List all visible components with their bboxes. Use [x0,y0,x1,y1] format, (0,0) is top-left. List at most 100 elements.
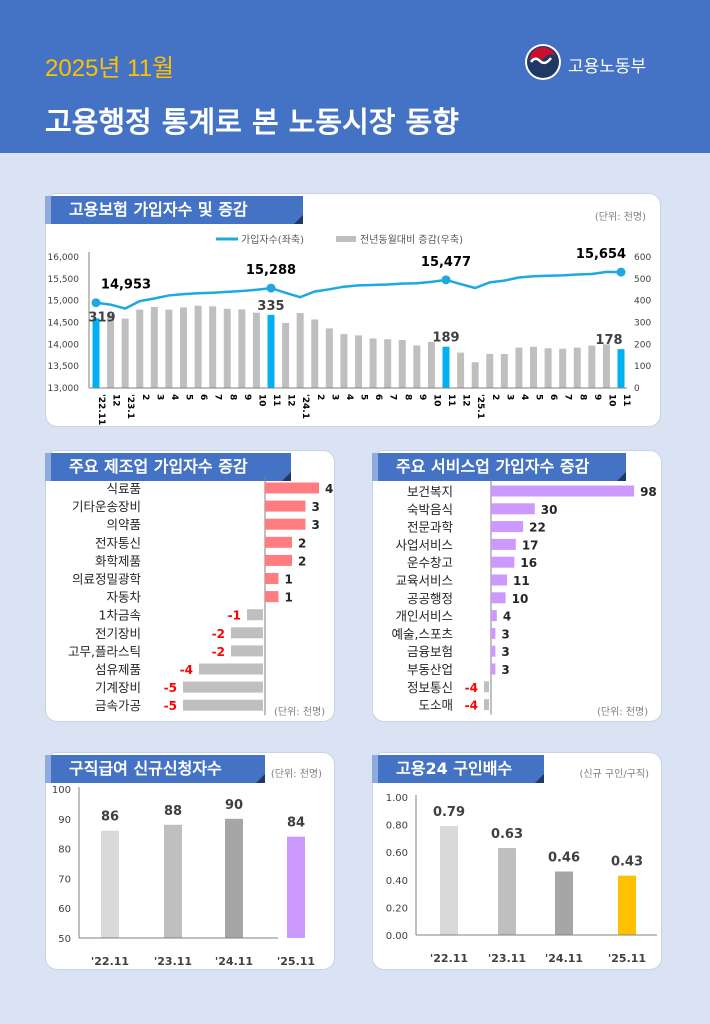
bar-6 [180,307,187,388]
bar-6 [491,592,506,604]
category-label: 자동차 [106,590,141,605]
x-axis-tick: '22.11 [430,952,468,965]
bar-4 [150,306,158,388]
data-label: 90 [225,798,243,813]
page-title: 고용행정 통계로 본 노동시장 동향 [45,105,459,139]
bar-21 [398,339,406,388]
bar-3 [265,536,292,548]
bar-25 [457,352,465,388]
left-axis-tick: 13,000 [48,384,80,394]
bar-36 [617,349,625,388]
bar-1 [107,313,115,388]
right-axis-tick: 100 [634,362,651,372]
category-label: 교육서비스 [395,573,453,588]
category-label: 보건복지 [407,484,453,499]
x-axis-tick: '25.11 [608,952,646,965]
bar-0 [491,485,635,497]
bar-5 [265,573,279,584]
bar-33 [573,347,581,388]
bar-9 [223,308,231,388]
category-label: 개인서비스 [395,609,453,624]
x-axis-tick: 9 [417,394,427,400]
y-axis-tick: 0.40 [386,876,408,887]
ministry-emblem-icon [525,44,561,80]
insured-card: 고용보험 가입자수 및 증감 (단위: 천명) 가입자수(좌축) 전년동월대비 증… [45,193,661,427]
bar-3 [136,309,144,388]
bar-11 [183,681,263,693]
bar-11 [252,312,260,388]
data-label: -1 [228,609,241,623]
bar-2 [225,818,243,938]
x-axis-tick: 5 [359,394,369,400]
x-axis-tick: 3 [329,394,339,400]
legend-line-label: 가입자수(좌축) [241,233,304,246]
line-marker-24 [441,275,451,285]
ratio-chart: 0.00 0.20 0.40 0.60 0.80 1.00 0.79 '22.11 0.63 '2… [386,793,657,965]
bar-9 [491,645,496,657]
bar-4 [491,556,515,568]
bar-27 [486,353,494,388]
card-title: 고용보험 가입자수 및 증감 [45,196,303,224]
right-axis-tick: 600 [634,253,651,263]
x-axis-tick: '22.11 [91,955,129,968]
bar-31 [544,348,552,388]
bar-1 [491,503,535,515]
services-card: 주요 서비스업 가입자수 증감 (단위: 천명) 보건복지 98 숙박음식 30 전문과… [372,450,662,722]
y-axis-tick: 50 [58,934,71,945]
category-label: 화학제품 [95,553,141,568]
x-axis-tick: 2 [315,394,325,400]
legend-bar-swatch [336,236,356,242]
bar-data-label: 335 [257,299,284,314]
x-axis-tick: 2 [490,394,500,400]
data-label: -2 [212,645,225,659]
bar-2 [491,521,524,533]
bar-6 [265,591,279,603]
x-axis-tick: '23.1 [125,394,135,419]
left-axis-tick: 15,500 [48,275,80,285]
x-axis-tick: '22.11 [96,394,106,425]
bar-18 [355,335,362,388]
category-label: 금속가공 [95,698,141,713]
ratio-card: 고용24 구인배수 (신규 구인/구직) 0.00 0.20 0.40 0.60 0.8… [372,752,662,970]
category-label: 예술,스포츠 [392,626,453,641]
bar-10 [238,309,246,388]
data-label: 98 [640,485,657,499]
category-label: 의료정밀광학 [72,572,142,587]
y-axis-tick: 0.80 [386,821,408,832]
x-axis-tick: '23.11 [488,952,526,965]
header-banner: 2025년 11월 고용행정 통계로 본 노동시장 동향 고용노동부 [0,0,710,153]
category-label: 운수창고 [407,555,453,570]
bar-11 [484,681,489,693]
data-label: 84 [287,816,305,831]
card-title: 고용24 구인배수 [372,755,544,783]
data-label: -4 [465,681,478,695]
claims-card: 구직급여 신규신청자수 (단위: 천명) 50 60 70 80 90 100 86 '22.… [45,752,335,970]
x-axis-tick: 10 [256,394,266,407]
bar-5 [491,574,508,586]
x-axis-tick: 8 [227,394,237,400]
category-label: 1차금속 [99,608,141,623]
bar-3 [491,538,516,550]
y-axis-tick: 100 [52,785,71,796]
bar-8 [209,306,217,388]
category-label: 고무,플라스틱 [68,644,141,659]
bar-0 [92,318,100,388]
right-axis-tick: 500 [634,275,651,285]
y-axis-tick: 80 [58,845,71,856]
data-label: 3 [312,518,320,532]
x-axis-tick: '23.11 [154,955,192,968]
bar-28 [500,353,508,388]
bar-8 [231,627,263,639]
bar-2 [265,518,306,530]
x-axis-tick: 7 [563,394,573,400]
x-axis-tick: 9 [242,394,252,400]
data-label: 22 [529,521,546,535]
bar-30 [530,346,537,388]
x-axis-tick: 10 [606,394,616,407]
x-axis-tick: 3 [504,394,514,400]
card-title: 주요 제조업 가입자수 증감 [45,453,291,481]
category-label: 전기장비 [95,626,141,641]
left-axis-tick: 16,000 [48,253,80,263]
data-label: 16 [520,556,537,570]
bar-12 [484,699,489,711]
